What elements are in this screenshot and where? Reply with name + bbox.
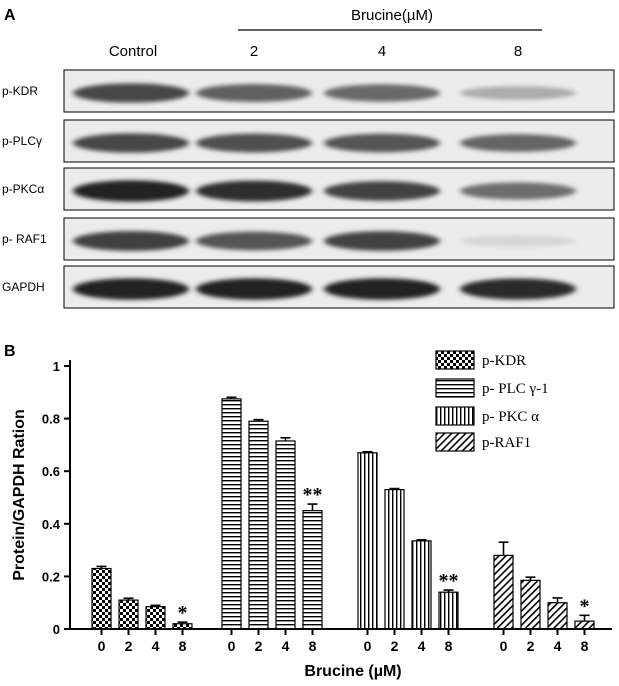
x-tick-label: 2: [255, 638, 263, 654]
blot-band: [196, 180, 312, 202]
blot-band: [196, 133, 312, 153]
y-tick-label: 0: [53, 622, 60, 637]
x-tick-label: 2: [125, 638, 133, 654]
bar: [438, 591, 459, 630]
x-tick-label: 4: [554, 638, 562, 654]
y-tick-label: 0.4: [42, 517, 61, 532]
blot-band: [196, 84, 312, 102]
y-tick-label: 0.2: [42, 569, 60, 584]
x-tick-label: 0: [98, 638, 106, 654]
bar: [248, 420, 269, 630]
x-tick-label: 0: [228, 638, 236, 654]
significance-marker: **: [303, 484, 323, 506]
legend-label: p- PLC γ-1: [482, 381, 549, 397]
x-axis: 0 2 4 8 0 2 4 8 0 2 4 8 0 2 4 8: [70, 628, 612, 654]
bar: [384, 489, 405, 630]
significance-marker: *: [178, 602, 188, 624]
x-tick-label: 0: [364, 638, 372, 654]
bar-chart-panel: B Protein/GAPDH Ration Brucine (µM) 0 0.2…: [4, 343, 612, 680]
legend-swatch: [435, 378, 475, 398]
y-axis-title: Protein/GAPDH Ration: [11, 409, 28, 581]
bars: ******: [91, 396, 595, 630]
blot-band: [324, 181, 440, 201]
legend-swatch: [435, 350, 475, 370]
bar: [411, 540, 432, 630]
x-tick-label: 2: [391, 638, 399, 654]
x-tick-label: 2: [527, 638, 535, 654]
blot-band: [460, 278, 576, 300]
legend-swatch: [435, 406, 475, 426]
panel-b-letter: B: [4, 343, 16, 360]
blot-band: [73, 133, 189, 153]
bar: [574, 620, 595, 630]
significance-marker: **: [439, 570, 459, 592]
blot-band: [324, 133, 440, 153]
blot-row-label: p-PLCγ: [2, 134, 42, 148]
bar: [520, 579, 541, 630]
legend-label: p-RAF1: [482, 435, 531, 451]
lane-label: Control: [109, 43, 157, 60]
x-tick-label: 4: [282, 638, 290, 654]
blot-band: [196, 231, 312, 251]
blot-band: [73, 231, 189, 251]
blot-band: [460, 182, 576, 200]
x-tick-label: 8: [309, 638, 317, 654]
blot-band: [73, 278, 189, 300]
legend: p-KDR p- PLC γ-1 p- PKC α p-RAF1: [435, 350, 549, 452]
lane-labels: Control 2 4 8: [109, 43, 522, 60]
bar: [547, 602, 568, 630]
panel-a-letter: A: [4, 7, 16, 24]
x-tick-label: 0: [500, 638, 508, 654]
blot-row-label: p-KDR: [2, 84, 38, 98]
blot-band: [73, 180, 189, 202]
bar: [493, 554, 514, 630]
legend-label: p-KDR: [482, 353, 526, 369]
blot-band: [73, 83, 189, 103]
bar: [145, 606, 166, 630]
blot-band: [460, 86, 576, 100]
legend-label: p- PKC α: [482, 409, 539, 425]
y-axis: 0 0.2 0.4 0.6 0.8 1: [42, 359, 71, 637]
x-tick-label: 4: [418, 638, 426, 654]
blot-band: [196, 278, 312, 300]
y-tick-label: 1: [53, 359, 60, 374]
lane-label: 4: [378, 43, 386, 60]
x-tick-label: 8: [445, 638, 453, 654]
x-axis-title: Brucine (µM): [304, 663, 401, 680]
blot-band: [460, 235, 576, 247]
blot-band: [324, 84, 440, 102]
blot-band: [460, 134, 576, 152]
blot-band: [324, 278, 440, 300]
bar: [221, 398, 242, 630]
blot-row-label: GAPDH: [2, 280, 45, 294]
blot-rows: p-KDR p-PLCγ p-PKCα p- RAF1 GAPDH: [2, 69, 615, 309]
bar: [302, 510, 323, 630]
lane-label: 2: [250, 43, 258, 60]
blot-band: [324, 231, 440, 251]
western-blot-panel: A Brucine(µM) Control 2 4 8 p-KDR p-PLCγ p-PK…: [2, 7, 615, 309]
treatment-label: Brucine(µM): [351, 7, 433, 24]
legend-swatch: [435, 432, 475, 452]
y-tick-label: 0.6: [42, 464, 60, 479]
blot-row-label: p- RAF1: [2, 232, 47, 246]
x-tick-label: 8: [179, 638, 187, 654]
blot-row-label: p-PKCα: [2, 182, 44, 196]
y-tick-label: 0.8: [42, 412, 60, 427]
significance-marker: *: [580, 595, 590, 617]
bar: [118, 599, 139, 630]
x-tick-label: 8: [581, 638, 589, 654]
x-tick-label: 4: [152, 638, 160, 654]
bar: [275, 440, 296, 630]
lane-label: 8: [514, 43, 522, 60]
bar: [91, 567, 112, 630]
bar: [357, 452, 378, 630]
